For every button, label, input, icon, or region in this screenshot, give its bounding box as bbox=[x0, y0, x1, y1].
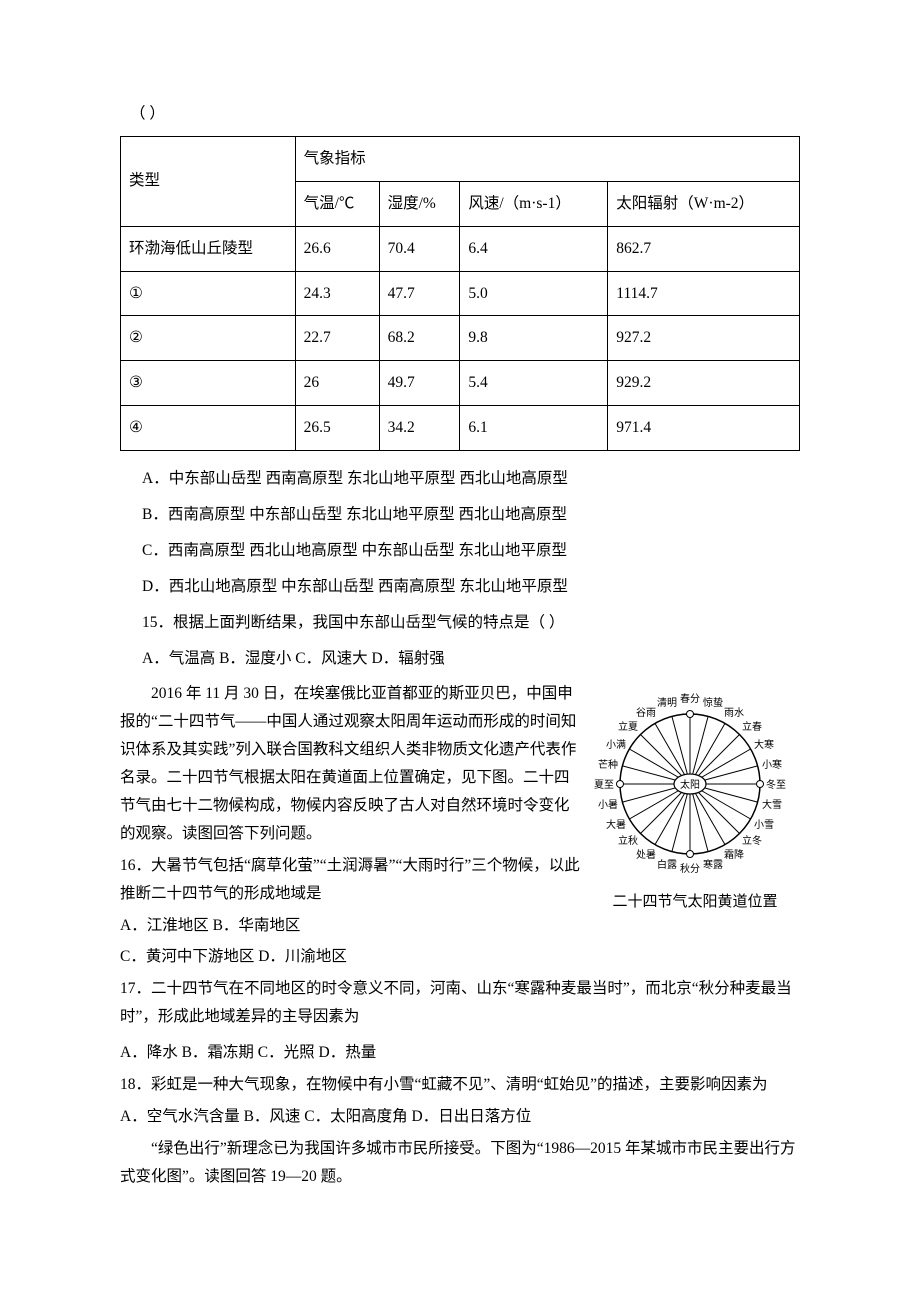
cell: 5.0 bbox=[460, 271, 608, 316]
blank-paren: （ ） bbox=[130, 100, 800, 128]
table-header-row-1: 类型 气象指标 bbox=[121, 136, 800, 181]
cell: 49.7 bbox=[379, 361, 460, 406]
svg-text:春分: 春分 bbox=[680, 693, 700, 705]
cell: 34.2 bbox=[379, 406, 460, 451]
cell: 6.1 bbox=[460, 406, 608, 451]
svg-text:雨水: 雨水 bbox=[724, 707, 744, 719]
svg-text:秋分: 秋分 bbox=[680, 862, 700, 875]
sun-label: 太阳 bbox=[680, 778, 700, 791]
col-type-header: 类型 bbox=[121, 136, 296, 226]
svg-text:寒露: 寒露 bbox=[703, 858, 723, 871]
svg-text:霜降: 霜降 bbox=[724, 848, 744, 861]
q18-stem: 18．彩虹是一种大气现象，在物候中有小雪“虹藏不见”、清明“虹始见”的描述，主要… bbox=[120, 1071, 800, 1099]
cell: 22.7 bbox=[295, 316, 379, 361]
q14-option-b: B．西南高原型 中东部山岳型 东北山地平原型 西北山地高原型 bbox=[142, 501, 800, 529]
table-row: ④ 26.5 34.2 6.1 971.4 bbox=[121, 406, 800, 451]
cell: 26.5 bbox=[295, 406, 379, 451]
cell: 862.7 bbox=[608, 226, 800, 271]
q14-option-c: C．西南高原型 西北山地高原型 中东部山岳型 东北山地平原型 bbox=[142, 537, 800, 565]
svg-text:芒种: 芒种 bbox=[598, 758, 618, 771]
svg-text:惊蛰: 惊蛰 bbox=[703, 696, 723, 709]
table-row: ③ 26 49.7 5.4 929.2 bbox=[121, 361, 800, 406]
row-label: ① bbox=[121, 271, 296, 316]
cell: 971.4 bbox=[608, 406, 800, 451]
subheader-temp: 气温/℃ bbox=[295, 181, 379, 226]
q15-options: A．气温高 B．湿度小 C．风速大 D．辐射强 bbox=[142, 645, 800, 673]
subheader-wind: 风速/（m·s-1） bbox=[460, 181, 608, 226]
passage-2: “绿色出行”新理念已为我国许多城市市民所接受。下图为“1986—2015 年某城… bbox=[120, 1135, 800, 1191]
subheader-radiation: 太阳辐射（W·m-2） bbox=[608, 181, 800, 226]
figure-caption: 二十四节气太阳黄道位置 bbox=[590, 888, 800, 915]
q17-options: A．降水 B．霜冻期 C．光照 D．热量 bbox=[120, 1039, 800, 1067]
climate-table: 类型 气象指标 气温/℃ 湿度/% 风速/（m·s-1） 太阳辐射（W·m-2）… bbox=[120, 136, 800, 451]
row-label: 环渤海低山丘陵型 bbox=[121, 226, 296, 271]
cell: 6.4 bbox=[460, 226, 608, 271]
row-label: ③ bbox=[121, 361, 296, 406]
svg-text:大雪: 大雪 bbox=[762, 798, 782, 811]
svg-text:小雪: 小雪 bbox=[754, 819, 774, 831]
svg-text:小暑: 小暑 bbox=[598, 799, 618, 811]
svg-text:冬至: 冬至 bbox=[766, 778, 786, 791]
svg-text:白露: 白露 bbox=[657, 858, 677, 871]
row-label: ② bbox=[121, 316, 296, 361]
q14-option-d: D．西北山地高原型 中东部山岳型 西南高原型 东北山地平原型 bbox=[142, 573, 800, 601]
cell: 927.2 bbox=[608, 316, 800, 361]
cell: 70.4 bbox=[379, 226, 460, 271]
svg-text:大寒: 大寒 bbox=[754, 738, 774, 751]
svg-text:立夏: 立夏 bbox=[618, 720, 638, 733]
subheader-humidity: 湿度/% bbox=[379, 181, 460, 226]
cell: 26.6 bbox=[295, 226, 379, 271]
q18-options: A．空气水汽含量 B．风速 C．太阳高度角 D．日出日落方位 bbox=[120, 1103, 800, 1131]
solar-terms-figure: 太阳 春分 清明 谷雨 立夏 小满 芒种 夏至 小暑 大暑 立秋 处暑 白露 秋… bbox=[590, 684, 800, 915]
page: （ ） 类型 气象指标 气温/℃ 湿度/% 风速/（m·s-1） 太阳辐射（W·… bbox=[0, 0, 920, 1302]
svg-text:夏至: 夏至 bbox=[594, 779, 614, 791]
cell: 929.2 bbox=[608, 361, 800, 406]
q16-options-line1: A．江淮地区 B．华南地区 bbox=[120, 912, 800, 940]
svg-text:处暑: 处暑 bbox=[636, 849, 656, 861]
q17-stem: 17．二十四节气在不同地区的时令意义不同，河南、山东“寒露种麦最当时”，而北京“… bbox=[120, 975, 800, 1031]
col-group-header: 气象指标 bbox=[295, 136, 799, 181]
cell: 47.7 bbox=[379, 271, 460, 316]
row-label: ④ bbox=[121, 406, 296, 451]
svg-text:小寒: 小寒 bbox=[762, 758, 782, 771]
table-row: 环渤海低山丘陵型 26.6 70.4 6.4 862.7 bbox=[121, 226, 800, 271]
cell: 5.4 bbox=[460, 361, 608, 406]
svg-text:立春: 立春 bbox=[742, 720, 762, 733]
cell: 68.2 bbox=[379, 316, 460, 361]
q14-option-a: A．中东部山岳型 西南高原型 东北山地平原型 西北山地高原型 bbox=[142, 465, 800, 493]
cell: 26 bbox=[295, 361, 379, 406]
table-row: ② 22.7 68.2 9.8 927.2 bbox=[121, 316, 800, 361]
q15-stem: 15．根据上面判断结果，我国中东部山岳型气候的特点是（ ） bbox=[142, 609, 800, 637]
svg-text:谷雨: 谷雨 bbox=[636, 707, 656, 719]
svg-text:大暑: 大暑 bbox=[606, 818, 626, 831]
svg-text:清明: 清明 bbox=[657, 696, 677, 709]
svg-text:立冬: 立冬 bbox=[742, 834, 762, 847]
q16-options-line2: C．黄河中下游地区 D．川渝地区 bbox=[120, 943, 800, 971]
cell: 1114.7 bbox=[608, 271, 800, 316]
svg-text:立秋: 立秋 bbox=[618, 834, 638, 847]
svg-text:小满: 小满 bbox=[606, 739, 626, 751]
cell: 24.3 bbox=[295, 271, 379, 316]
table-row: ① 24.3 47.7 5.0 1114.7 bbox=[121, 271, 800, 316]
cell: 9.8 bbox=[460, 316, 608, 361]
solar-terms-icon: 太阳 春分 清明 谷雨 立夏 小满 芒种 夏至 小暑 大暑 立秋 处暑 白露 秋… bbox=[590, 684, 790, 884]
